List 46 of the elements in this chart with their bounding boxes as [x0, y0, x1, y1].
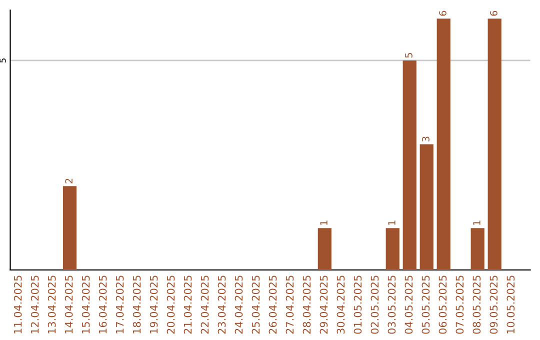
- x-tick-label: 09.05.2025: [490, 276, 498, 334]
- x-tick-label: 04.05.2025: [404, 276, 413, 334]
- x-tick-label: 21.04.2025: [184, 276, 192, 334]
- data-label: 6: [490, 10, 498, 16]
- bar: [386, 228, 400, 270]
- bar: [436, 18, 450, 270]
- bar: [420, 144, 434, 270]
- x-tick-label: 08.05.2025: [472, 276, 481, 334]
- x-tick-label: 17.04.2025: [116, 276, 124, 334]
- x-tick-label: 16.04.2025: [98, 276, 107, 334]
- x-tick-label: 11.04.2025: [14, 276, 22, 334]
- x-tick-label: 28.04.2025: [302, 276, 311, 334]
- x-tick-label: 27.04.2025: [286, 276, 294, 334]
- x-tick-label: 25.04.2025: [252, 276, 260, 334]
- x-tick-label: 29.04.2025: [320, 276, 328, 334]
- x-tick-label: 02.05.2025: [370, 276, 379, 334]
- x-tick-label: 22.04.2025: [200, 276, 209, 334]
- data-label: 5: [405, 53, 412, 58]
- x-tick-label: 14.04.2025: [64, 276, 73, 334]
- x-tick-label: 03.05.2025: [388, 276, 396, 334]
- data-label: 1: [388, 220, 396, 225]
- x-tick-label: 07.05.2025: [456, 276, 464, 334]
- x-tick-label: 30.04.2025: [336, 276, 345, 334]
- x-tick-label: 19.04.2025: [150, 276, 158, 334]
- data-label: 3: [422, 136, 430, 142]
- x-tick-label: 26.04.2025: [268, 276, 277, 334]
- x-tick-label: 18.04.2025: [132, 276, 141, 334]
- bar: [318, 228, 332, 270]
- bar: [402, 60, 416, 270]
- data-label: 6: [439, 10, 446, 16]
- x-tick-label: 23.04.2025: [218, 276, 226, 334]
- bar: [488, 18, 502, 270]
- x-tick-label: 06.05.2025: [438, 276, 447, 334]
- data-label: 2: [65, 178, 72, 184]
- x-tick-label: 13.04.2025: [48, 276, 56, 334]
- x-tick-label: 15.04.2025: [82, 276, 90, 334]
- x-tick-label: 01.05.2025: [354, 276, 362, 334]
- x-tick-label: 10.05.2025: [506, 276, 515, 334]
- data-label: 1: [473, 220, 480, 225]
- bar: [62, 186, 77, 270]
- x-tick-label: 20.04.2025: [166, 276, 175, 334]
- data-label: 1: [320, 220, 328, 225]
- x-tick-label: 12.04.2025: [30, 276, 39, 334]
- bar: [470, 228, 484, 270]
- x-tick-label: 24.04.2025: [234, 276, 243, 334]
- x-tick-label: 05.05.2025: [422, 276, 430, 334]
